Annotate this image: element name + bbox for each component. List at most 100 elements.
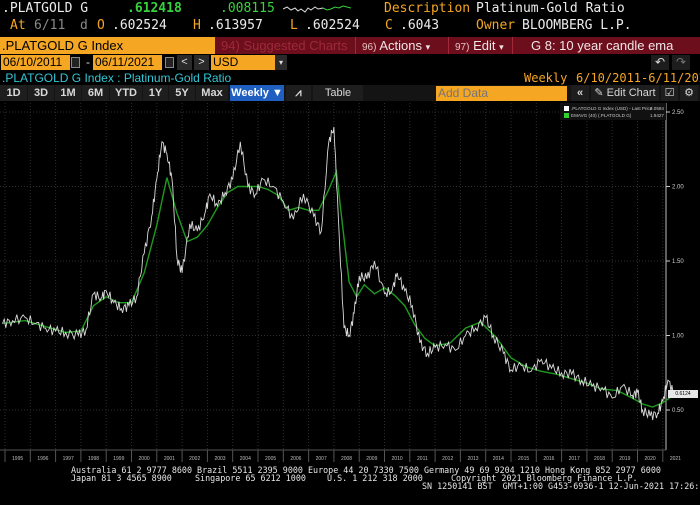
table-button[interactable]: Table: [313, 85, 363, 101]
range-dash: -: [86, 55, 90, 69]
chart-legend: .PLATGOLD G Index (USD) - Last Price 2.0…: [560, 103, 666, 120]
last-price-tag: 0.6124: [668, 390, 698, 398]
legend-item-price: .PLATGOLD G Index (USD) - Last Price 2.0…: [564, 105, 666, 112]
svg-text:1998: 1998: [88, 456, 99, 462]
price-line: [2, 126, 675, 421]
ticker: .PLATGOLD G: [2, 1, 89, 16]
quote-date: 6/11: [34, 18, 66, 33]
edit-button[interactable]: 97) Edit ▾: [448, 37, 512, 54]
annotate-icon[interactable]: ☑: [661, 85, 678, 101]
svg-text:2011: 2011: [417, 456, 428, 462]
svg-text:1999: 1999: [113, 456, 124, 462]
chart-type-icon[interactable]: ⩘: [286, 85, 311, 101]
undo-button[interactable]: ↶: [651, 55, 669, 70]
calendar-icon[interactable]: [165, 57, 174, 68]
svg-text:2005: 2005: [265, 456, 276, 462]
svg-text:2014: 2014: [493, 456, 504, 462]
period-1y-button[interactable]: 1Y: [143, 85, 168, 101]
sparkline-icon: [283, 5, 351, 13]
chevron-down-icon: ▾: [425, 42, 431, 52]
svg-text:1995: 1995: [12, 456, 23, 462]
svg-text:0.50: 0.50: [672, 408, 684, 414]
chart-name[interactable]: G 8: 10 year candle ema: [512, 37, 700, 54]
svg-text:2019: 2019: [619, 456, 630, 462]
footer-copyright: Copyright 2021 Bloomberg Finance L.P.: [451, 473, 638, 483]
chevron-down-icon: ▾: [499, 42, 504, 52]
svg-text:2010: 2010: [392, 456, 403, 462]
collapse-button[interactable]: «: [571, 85, 589, 101]
chart-toolbar: 1D 3D 1M 6M YTD 1Y 5Y Max Weekly ▼ ⩘ Tab…: [0, 85, 700, 101]
open-value: .602524: [112, 18, 167, 33]
chart-grid: [0, 103, 666, 450]
legend-label: EMAVG (40) (.PLATGOLD G): [571, 113, 632, 118]
svg-text:1.50: 1.50: [672, 259, 684, 265]
svg-text:2000: 2000: [139, 456, 150, 462]
edit-chart-button[interactable]: ✎ Edit Chart: [591, 85, 659, 101]
high-value: .613957: [208, 18, 263, 33]
period-1m-button[interactable]: 1M: [55, 85, 81, 101]
command-bar: .PLATGOLD G Index 94) Suggested Charts 9…: [0, 37, 700, 54]
svg-text:2007: 2007: [316, 456, 327, 462]
legend-value: 2.0584: [649, 106, 664, 111]
svg-text:2006: 2006: [290, 456, 301, 462]
period-6m-button[interactable]: 6M: [82, 85, 109, 101]
chevron-down-icon[interactable]: ▾: [275, 55, 287, 70]
high-label: H: [193, 18, 201, 33]
close-label: C: [385, 18, 393, 33]
start-date-input[interactable]: 06/10/2011: [1, 55, 70, 70]
date-range-bar: 06/10/2011 - 06/11/2021 < > USD ▾ ↶ ↷: [0, 55, 700, 71]
chart-subtitle: .PLATGOLD G Index : Platinum-Gold Ratio: [2, 71, 232, 85]
suggested-charts-button[interactable]: 94) Suggested Charts: [217, 37, 350, 54]
description-value: Platinum-Gold Ratio: [476, 1, 625, 16]
security-input[interactable]: .PLATGOLD G Index: [0, 37, 215, 54]
svg-text:2003: 2003: [214, 456, 225, 462]
currency-select[interactable]: USD: [211, 55, 275, 70]
date-span-label: 6/10/2011-6/11/2021: [576, 71, 700, 85]
settings-icon[interactable]: ⚙: [680, 85, 698, 101]
svg-text:2018: 2018: [594, 456, 605, 462]
svg-text:2020: 2020: [645, 456, 656, 462]
legend-value: 1.9427: [649, 113, 664, 118]
actions-button[interactable]: 96) Actions ▾: [355, 37, 448, 54]
footer-singapore: Singapore 65 6212 1000: [195, 473, 306, 483]
period-3d-button[interactable]: 3D: [28, 85, 54, 101]
y-axis-ticks: 0.50 1.00 1.50 2.00 2.50: [666, 110, 684, 414]
svg-text:2004: 2004: [240, 456, 251, 462]
svg-text:2012: 2012: [442, 456, 453, 462]
svg-text:2001: 2001: [164, 456, 175, 462]
period-1d-button[interactable]: 1D: [0, 85, 27, 101]
x-axis-ticks: 1995 1996 1997 1998 1999 2000 2001 2002 2003 2004…: [4, 450, 681, 462]
svg-text:2013: 2013: [467, 456, 478, 462]
svg-text:2021: 2021: [670, 456, 681, 462]
footer-japan: Japan 81 3 4565 8900: [71, 473, 172, 483]
svg-text:1.00: 1.00: [672, 334, 684, 340]
owner-value: BLOOMBERG L.P.: [522, 18, 632, 33]
next-period-button[interactable]: >: [194, 55, 209, 70]
svg-text:2017: 2017: [569, 456, 580, 462]
period-ytd-button[interactable]: YTD: [110, 85, 142, 101]
svg-text:2008: 2008: [341, 456, 352, 462]
frequency-dropdown[interactable]: Weekly ▼: [230, 85, 284, 101]
legend-label: .PLATGOLD G Index (USD) - Last Price: [571, 106, 653, 111]
d-label: d: [80, 18, 88, 33]
prev-period-button[interactable]: <: [177, 55, 192, 70]
svg-text:1996: 1996: [37, 456, 48, 462]
frequency-label: Weekly: [524, 71, 568, 85]
period-5y-button[interactable]: 5Y: [169, 85, 195, 101]
actions-label: Actions: [379, 38, 422, 53]
quote-line-2: At 6/11 d O .602524 H .613957 L .602524 …: [0, 18, 700, 36]
svg-text:2.50: 2.50: [672, 110, 684, 116]
period-max-button[interactable]: Max: [196, 85, 228, 101]
open-label: O: [97, 18, 105, 33]
svg-text:2.00: 2.00: [672, 185, 684, 191]
owner-label: Owner: [476, 18, 516, 33]
svg-text:2015: 2015: [518, 456, 529, 462]
end-date-input[interactable]: 06/11/2021: [93, 55, 162, 70]
legend-swatch-green: [564, 113, 569, 119]
redo-button[interactable]: ↷: [672, 55, 690, 70]
calendar-icon[interactable]: [71, 57, 80, 68]
add-data-input[interactable]: [436, 86, 567, 101]
legend-swatch-white: [564, 106, 569, 112]
svg-text:2016: 2016: [543, 456, 554, 462]
